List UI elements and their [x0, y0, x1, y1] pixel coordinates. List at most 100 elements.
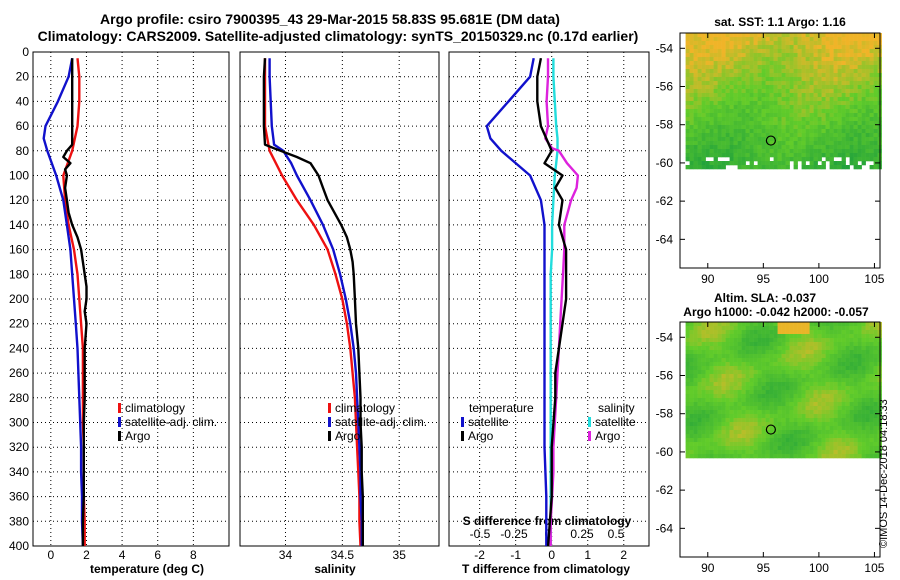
heatmap-cell	[845, 117, 850, 122]
heatmap-cell	[709, 454, 714, 459]
heatmap-cell	[705, 81, 710, 86]
heatmap-cell	[777, 418, 782, 423]
heatmap-cell	[757, 37, 762, 42]
heatmap-cell	[705, 406, 710, 411]
heatmap-cell	[789, 422, 794, 427]
heatmap-cell	[769, 454, 774, 459]
heatmap-cell	[873, 105, 878, 110]
heatmap-cell	[821, 442, 826, 447]
heatmap-cell	[745, 133, 750, 138]
heatmap-cell	[713, 450, 718, 455]
heatmap-cell	[689, 133, 694, 138]
heatmap-cell	[689, 414, 694, 419]
heatmap-cell	[689, 109, 694, 114]
heatmap-cell	[705, 161, 710, 166]
heatmap-cell	[849, 442, 854, 447]
heatmap-cell	[861, 45, 866, 50]
heatmap-cell	[785, 450, 790, 455]
heatmap-cell	[797, 418, 802, 423]
heatmap-cell	[693, 61, 698, 66]
heatmap-cell	[781, 77, 786, 82]
heatmap-cell	[873, 141, 878, 146]
heatmap-cell	[797, 362, 802, 367]
heatmap-cell	[845, 89, 850, 94]
heatmap-cell	[873, 334, 878, 339]
heatmap-cell	[813, 330, 818, 335]
heatmap-cell	[729, 358, 734, 363]
heatmap-cell	[749, 378, 754, 383]
heatmap-cell	[801, 97, 806, 102]
heatmap-cell	[833, 394, 838, 399]
heatmap-cell	[697, 161, 702, 166]
heatmap-cell	[753, 141, 758, 146]
heatmap-cell	[817, 145, 822, 150]
heatmap-cell	[869, 57, 874, 62]
heatmap-cell	[873, 53, 878, 58]
heatmap-cell	[685, 101, 690, 106]
heatmap-cell	[857, 117, 862, 122]
heatmap-cell	[753, 322, 758, 327]
heatmap-cell	[773, 93, 778, 98]
heatmap-cell	[849, 69, 854, 74]
heatmap-cell	[737, 129, 742, 134]
depth-tick-label: 300	[9, 416, 29, 430]
heatmap-cell	[781, 73, 786, 78]
heatmap-cell	[709, 149, 714, 154]
heatmap-cell	[861, 438, 866, 443]
heatmap-cell	[729, 133, 734, 138]
heatmap-cell	[829, 446, 834, 451]
heatmap-cell	[705, 362, 710, 367]
heatmap-cell	[761, 354, 766, 359]
heatmap-cell	[725, 422, 730, 427]
heatmap-cell	[829, 410, 834, 415]
heatmap-cell	[693, 57, 698, 62]
heatmap-cell	[793, 53, 798, 58]
heatmap-cell	[821, 137, 826, 142]
heatmap-cell	[745, 165, 750, 170]
heatmap-cell	[693, 362, 698, 367]
heatmap-cell	[733, 350, 738, 355]
heatmap-cell	[725, 418, 730, 423]
heatmap-cell	[857, 358, 862, 363]
heatmap-cell	[833, 129, 838, 134]
heatmap-cell	[769, 117, 774, 122]
heatmap-cell	[773, 73, 778, 78]
heatmap-cell	[725, 45, 730, 50]
heatmap-cell	[737, 133, 742, 138]
heatmap-cell	[721, 330, 726, 335]
heatmap-cell	[857, 41, 862, 46]
heatmap-cell	[757, 73, 762, 78]
heatmap-cell	[861, 65, 866, 70]
heatmap-cell	[725, 394, 730, 399]
heatmap-cell	[753, 129, 758, 134]
heatmap-cell	[789, 109, 794, 114]
heatmap-cell	[753, 109, 758, 114]
heatmap-cell	[697, 45, 702, 50]
heatmap-cell	[797, 426, 802, 431]
heatmap-cell	[817, 334, 822, 339]
heatmap-cell	[689, 33, 694, 38]
heatmap-cell	[709, 430, 714, 435]
heatmap-cell	[849, 117, 854, 122]
heatmap-cell	[841, 338, 846, 343]
heatmap-cell	[769, 41, 774, 46]
heatmap-cell	[801, 153, 806, 158]
heatmap-cell	[873, 410, 878, 415]
heatmap-cell	[849, 378, 854, 383]
heatmap-cell	[769, 442, 774, 447]
heatmap-cell	[857, 378, 862, 383]
heatmap-cell	[845, 37, 850, 42]
heatmap-cell	[753, 57, 758, 62]
heatmap-cell	[741, 45, 746, 50]
heatmap-cell	[821, 394, 826, 399]
heatmap-cell	[785, 402, 790, 407]
heatmap-cell	[777, 149, 782, 154]
heatmap-cell	[857, 438, 862, 443]
heatmap-cell	[789, 402, 794, 407]
heatmap-cell	[721, 69, 726, 74]
heatmap-cell	[801, 93, 806, 98]
heatmap-cell	[789, 370, 794, 375]
heatmap-cell	[697, 37, 702, 42]
heatmap-cell	[801, 322, 806, 327]
heatmap-cell	[737, 426, 742, 431]
